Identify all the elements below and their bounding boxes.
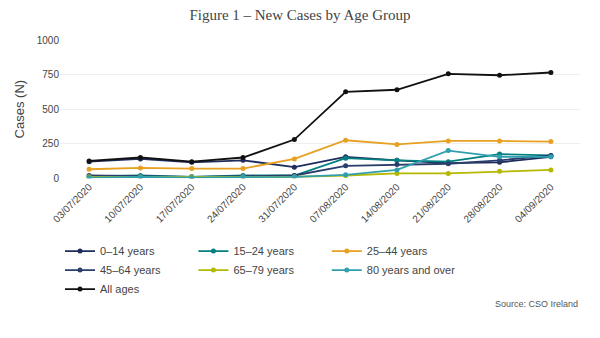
svg-text:0–14 years: 0–14 years (100, 245, 155, 257)
svg-text:31/07/2020: 31/07/2020 (256, 181, 299, 224)
svg-text:21/08/2020: 21/08/2020 (410, 181, 453, 224)
svg-text:04/09/2020: 04/09/2020 (513, 181, 556, 224)
svg-text:Source: CSO Ireland: Source: CSO Ireland (495, 299, 578, 309)
svg-text:65–79 years: 65–79 years (233, 264, 294, 276)
svg-text:500: 500 (42, 104, 59, 115)
svg-text:10/07/2020: 10/07/2020 (102, 181, 145, 224)
svg-text:15–24 years: 15–24 years (233, 245, 294, 257)
svg-text:750: 750 (42, 69, 59, 80)
svg-text:250: 250 (42, 138, 59, 149)
svg-text:80 years and over: 80 years and over (367, 264, 455, 276)
svg-text:All ages: All ages (100, 283, 140, 295)
svg-text:07/08/2020: 07/08/2020 (307, 181, 350, 224)
svg-text:17/07/2020: 17/07/2020 (154, 181, 197, 224)
svg-text:25–44 years: 25–44 years (367, 245, 428, 257)
svg-text:1000: 1000 (37, 35, 60, 46)
svg-text:03/07/2020: 03/07/2020 (51, 181, 94, 224)
svg-text:14/08/2020: 14/08/2020 (359, 181, 402, 224)
svg-text:0: 0 (53, 173, 59, 184)
svg-text:Figure 1 – New Cases by Age Gr: Figure 1 – New Cases by Age Group (189, 7, 410, 23)
svg-text:24/07/2020: 24/07/2020 (205, 181, 248, 224)
svg-text:28/08/2020: 28/08/2020 (461, 181, 504, 224)
svg-text:Cases (N): Cases (N) (12, 80, 27, 139)
svg-text:45–64 years: 45–64 years (100, 264, 161, 276)
